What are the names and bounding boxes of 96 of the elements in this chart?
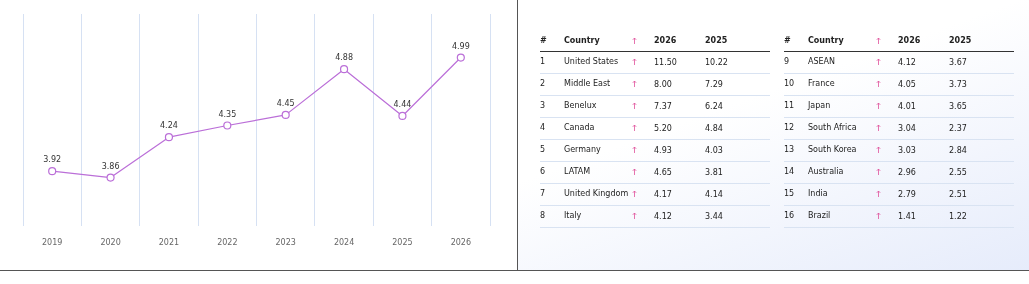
y2-tick-label: 2 [540, 79, 546, 88]
data-label: 4.14 [704, 188, 724, 201]
data-label: 3.65 [948, 100, 968, 113]
point [48, 167, 57, 176]
data-label: 2.79 [897, 188, 917, 201]
y2-tick-label: 3 [540, 101, 546, 110]
data-label: 3.04 [897, 122, 917, 135]
x-tick-label: 2025 [705, 36, 728, 45]
y-tick-label: South Korea [808, 145, 857, 154]
y-tick-label: Australia [808, 167, 844, 176]
y2-tick-label: 1 [540, 57, 546, 66]
point [398, 111, 407, 121]
y-tick-label: Germany [564, 145, 601, 154]
y-tick-label: Brazil [808, 211, 831, 220]
data-label: 3.44 [704, 210, 724, 223]
y-tick-label: United Kingdom [564, 189, 629, 198]
data-label: 10.22 [704, 56, 729, 69]
data-label: 2.96 [897, 166, 917, 179]
data-label: 4.65 [653, 166, 673, 179]
data-label: 4.93 [653, 144, 673, 157]
data-label: 2.84 [948, 144, 968, 157]
point [106, 173, 115, 182]
data-label: 3.86 [101, 161, 120, 171]
x-tick-label: 2020 [100, 238, 121, 248]
y2-tick-label: 9 [784, 57, 790, 66]
y2-tick-label: 5 [540, 145, 546, 154]
y2-tick-label: 15 [784, 189, 795, 198]
data-label: 4.12 [653, 210, 673, 223]
x-tick-label: 2022 [217, 238, 238, 248]
y2-axis-title: # [784, 36, 791, 45]
y-tick-label: Benelux [564, 101, 597, 110]
data-label: 5.20 [653, 122, 673, 135]
data-label: 4.99 [451, 41, 470, 51]
point [456, 53, 465, 62]
y2-tick-label: 11 [784, 101, 795, 110]
data-label: 1.22 [948, 210, 968, 223]
y2-tick-label: 14 [784, 167, 795, 176]
point [164, 133, 174, 142]
data-label: 4.84 [704, 122, 724, 135]
data-label: 2.51 [948, 188, 968, 201]
data-label: 4.24 [160, 121, 178, 131]
data-label: 4.45 [276, 98, 295, 108]
y2-axis-title: # [540, 36, 547, 45]
data-label: 2.55 [948, 166, 968, 179]
point [339, 65, 349, 74]
y-axis-title: Country [808, 36, 844, 45]
x-tick-label: 2026 [450, 238, 471, 248]
x-tick-label: 2023 [275, 238, 296, 248]
data-label: 4.88 [335, 53, 353, 63]
x-tick-label: 2025 [949, 36, 972, 45]
y-tick-label: Italy [564, 211, 582, 220]
y2-tick-label: 10 [784, 79, 795, 88]
x-tick-label: 2026 [898, 36, 921, 45]
data-label: 4.03 [704, 144, 724, 157]
data-label: 7.29 [704, 78, 724, 91]
data-label: 8.00 [653, 78, 673, 91]
x-tick-label: 2024 [333, 238, 355, 248]
data-label: 6.24 [704, 100, 724, 113]
y2-tick-label: 12 [784, 123, 795, 132]
y-tick-label: LATAM [564, 167, 591, 176]
x-tick-label: 2026 [654, 36, 677, 45]
data-label: 4.01 [897, 100, 917, 113]
x-tick-label: 2021 [158, 238, 180, 248]
data-label: 3.81 [704, 166, 724, 179]
y2-tick-label: 4 [540, 123, 546, 132]
data-label: 3.73 [948, 78, 968, 91]
point [223, 121, 232, 130]
data-label: 2.37 [948, 122, 968, 135]
data-label: 11.50 [653, 56, 678, 69]
y-tick-label: Middle East [564, 79, 611, 88]
y-tick-label: Canada [564, 123, 595, 132]
data-label: 4.17 [653, 188, 673, 201]
y-tick-label: United States [564, 57, 619, 66]
y-tick-label: India [808, 189, 828, 198]
y2-tick-label: 16 [784, 211, 795, 220]
y2-tick-label: 7 [540, 189, 546, 198]
data-label: 7.37 [653, 100, 673, 113]
y2-tick-label: 6 [540, 167, 546, 176]
y-tick-label: South Africa [808, 123, 857, 132]
data-label: 3.67 [948, 56, 968, 69]
y-tick-label: France [808, 79, 835, 88]
data-label: 1.41 [897, 210, 917, 223]
data-label: 4.12 [897, 56, 917, 69]
point [281, 110, 290, 119]
y-tick-label: Japan [808, 101, 831, 110]
data-label: 4.05 [897, 78, 917, 91]
data-label: 3.03 [897, 144, 917, 157]
x-tick-label: 2019 [42, 238, 63, 248]
y2-tick-label: 13 [784, 145, 795, 154]
y2-tick-label: 8 [540, 211, 546, 220]
data-label: 4.44 [393, 99, 412, 109]
y-axis-title: Country [564, 36, 600, 45]
y-tick-label: ASEAN [808, 57, 836, 66]
data-label: 3.92 [43, 155, 62, 165]
x-tick-label: 2025 [392, 238, 413, 248]
data-label: 4.35 [218, 109, 237, 119]
